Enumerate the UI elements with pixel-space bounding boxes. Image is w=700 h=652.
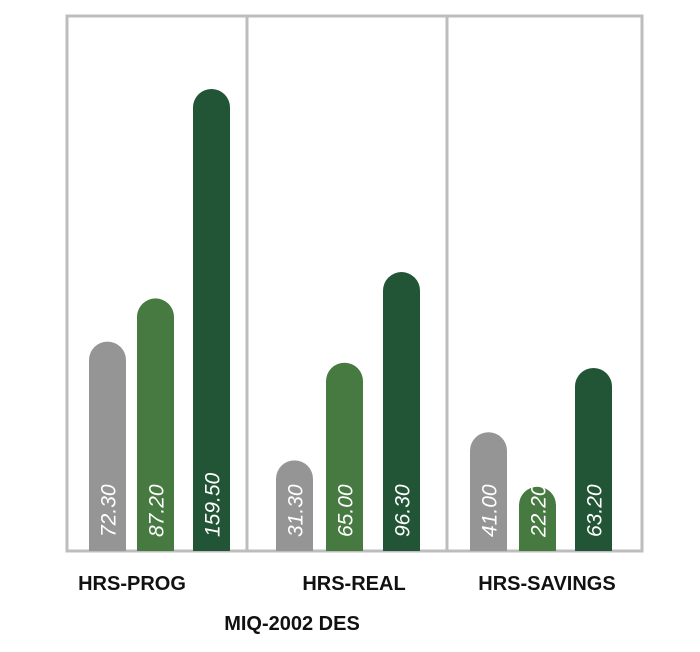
- bar: [575, 367, 612, 551]
- bar: [470, 432, 507, 551]
- bar: [519, 486, 556, 551]
- bar-value-label: 22.20: [528, 484, 551, 538]
- bar-value-label: 63.20: [584, 484, 607, 537]
- category-labels: HRS-PROG HRS-REAL HRS-SAVINGS: [78, 573, 616, 595]
- bar: [326, 362, 363, 551]
- bar: [193, 89, 230, 552]
- category-label: HRS-PROG: [78, 573, 186, 595]
- bar-value-label: 159.50: [202, 472, 225, 537]
- bar: [276, 460, 313, 551]
- bar-value-label: 65.00: [335, 484, 358, 537]
- category-label: HRS-SAVINGS: [478, 573, 615, 595]
- bar: [89, 341, 126, 551]
- bar-value-label: 72.30: [98, 484, 121, 537]
- bar-value-label: 87.20: [146, 484, 169, 537]
- category-label: HRS-REAL: [302, 573, 405, 595]
- bar-layer: 72.30 87.20 159.50 31.30 65.00 96.30 41.00 22.2…: [89, 89, 612, 552]
- bar: [383, 272, 420, 551]
- bar: [137, 298, 174, 551]
- bar-value-label: 31.30: [285, 484, 308, 537]
- chart-title: MIQ-2002 DES: [224, 613, 360, 635]
- bar-value-label: 96.30: [392, 484, 415, 537]
- bar-value-label: 41.00: [479, 484, 502, 537]
